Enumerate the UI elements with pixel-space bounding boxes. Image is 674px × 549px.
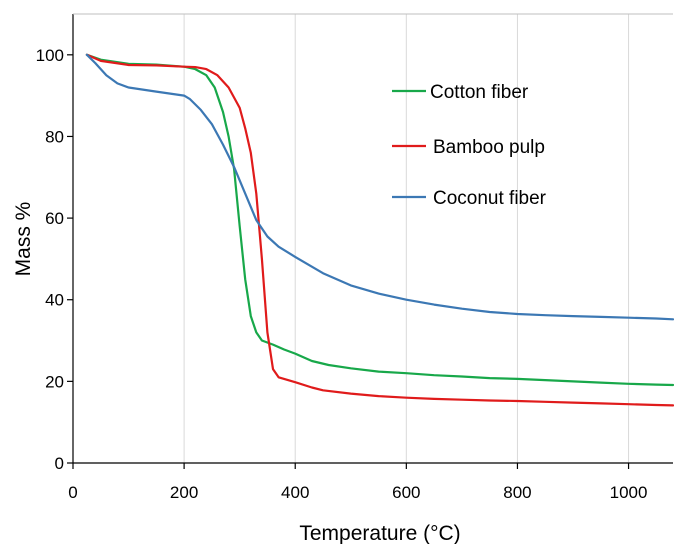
axes [67,13,673,469]
legend-label: Bamboo pulp [433,137,545,158]
gridlines [183,14,630,463]
y-tick-label: 40 [45,291,64,310]
x-tick-label: 1000 [610,483,648,502]
series-line-coconut-fiber [85,53,674,321]
y-tick-label: 80 [45,127,64,146]
y-tick-label: 100 [36,46,64,65]
series-line-bamboo-pulp [85,53,674,407]
legend-item-bamboo-pulp: Bamboo pulp [392,137,545,158]
legend-item-cotton-fiber: Cotton fiber [392,82,529,103]
legend-item-coconut-fiber: Coconut fiber [392,188,547,209]
y-tick-label: 20 [45,372,64,391]
legend-label: Cotton fiber [430,82,529,103]
y-axis-title: Mass % [12,202,35,277]
x-tick-label: 0 [68,483,77,502]
series-line-cotton-fiber [85,53,674,387]
y-tick-label: 0 [55,454,64,473]
legend-label: Coconut fiber [433,188,547,209]
x-tick-label: 600 [392,483,420,502]
x-tick-label: 400 [281,483,309,502]
y-tick-label: 60 [45,209,64,228]
x-axis-title: Temperature (°C) [299,522,460,544]
legend: Cotton fiber Bamboo pulp Coconut fiber [392,82,547,209]
series-lines [85,53,674,407]
x-tick-label: 800 [503,483,531,502]
x-tick-label: 200 [170,483,198,502]
